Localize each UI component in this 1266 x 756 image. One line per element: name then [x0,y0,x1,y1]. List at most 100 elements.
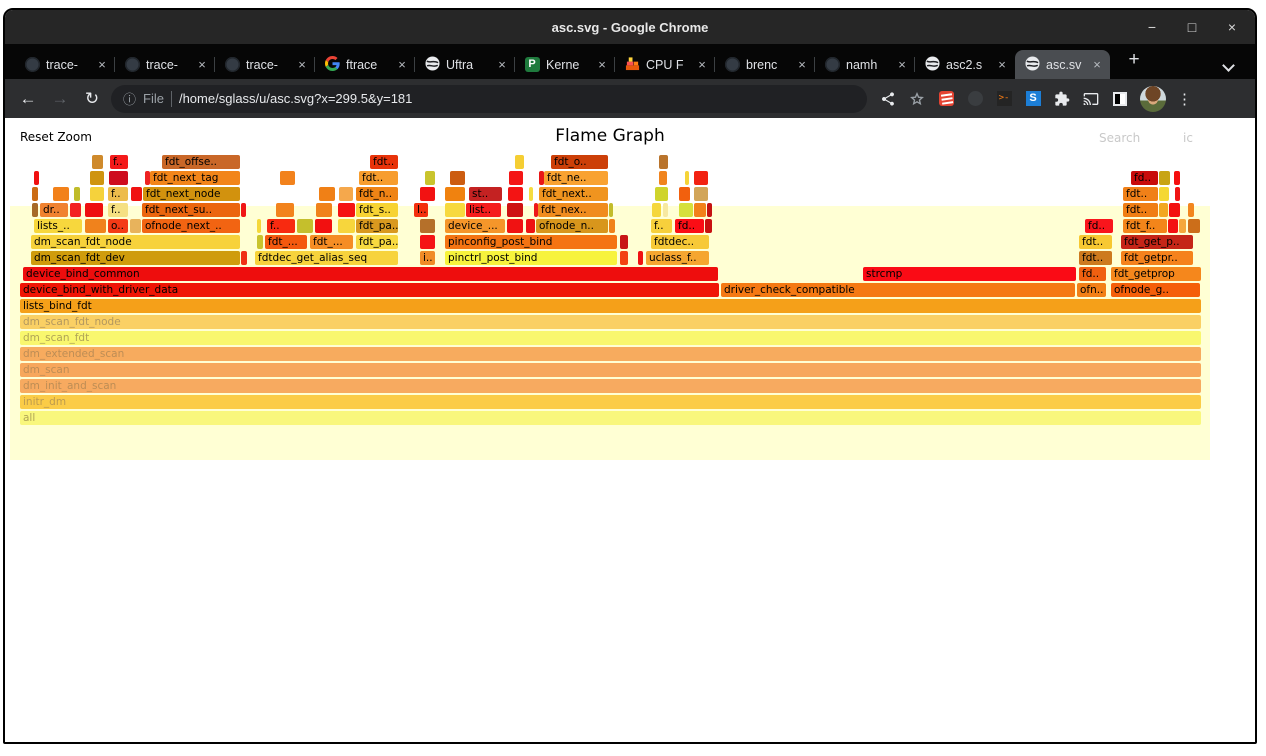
frame-box[interactable] [92,155,103,169]
frame-ofn[interactable]: ofn.. [1077,283,1106,297]
frame-fdt_get_p[interactable]: fdt_get_p.. [1121,235,1193,249]
frame-fdt_[interactable]: fdt_... [265,235,307,249]
frame-f[interactable]: f.. [108,203,128,217]
frame-box[interactable] [507,203,523,217]
frame-box[interactable] [1159,171,1170,185]
frame-fdtdec[interactable]: fdtdec.. [651,235,709,249]
frame-box[interactable] [319,187,335,201]
frame-box[interactable] [420,187,435,201]
frame-fdtdec_get_alias_seq[interactable]: fdtdec_get_alias_seq [255,251,398,265]
frame-pinconfig_post_bind[interactable]: pinconfig_post_bind [445,235,617,249]
frame-list[interactable]: list.. [466,203,501,217]
close-button[interactable]: × [1227,19,1237,35]
frame-ofnode_next_[interactable]: ofnode_next_.. [142,219,240,233]
frame-box[interactable] [257,235,263,249]
forward-button[interactable]: → [51,88,69,108]
frame-box[interactable] [241,251,247,265]
tab-trace-[interactable]: trace- × [114,50,215,79]
frame-box[interactable] [1179,219,1186,233]
frame-box[interactable] [90,171,104,185]
tab-brenc[interactable]: brenc × [714,50,815,79]
frame-dr[interactable]: dr.. [40,203,68,217]
contrast-extension-icon[interactable] [1111,90,1129,108]
frame-box[interactable] [707,203,712,217]
frame-box[interactable] [1159,187,1169,201]
frame-box[interactable] [1159,203,1168,217]
frame-box[interactable] [297,219,313,233]
frame-fdt[interactable]: fdt.. [1123,187,1158,201]
frame-box[interactable] [338,219,355,233]
frame-fdt[interactable]: fdt.. [1123,203,1158,217]
frame-box[interactable] [70,203,81,217]
tab-close-icon[interactable]: × [798,57,806,72]
frame-box[interactable] [53,187,69,201]
tab-overflow-chevron-icon[interactable] [1224,61,1233,70]
frame-fdt_s[interactable]: fdt_s.. [356,203,398,217]
frame-box[interactable] [90,187,104,201]
frame-box[interactable] [609,203,613,217]
frame-box[interactable] [655,187,668,201]
frame-fdt[interactable]: fdt.. [359,171,398,185]
todoist-extension-icon[interactable] [937,90,955,108]
address-bar[interactable]: ⓘ File /home/sglass/u/asc.svg?x=299.5&y=… [111,84,867,113]
frame-fd[interactable]: fd.. [1131,171,1158,185]
frame-uclass_f[interactable]: uclass_f.. [646,251,709,265]
frame-box[interactable] [34,171,39,185]
tab-close-icon[interactable]: × [198,57,206,72]
cast-icon[interactable] [1082,90,1100,108]
frame-box[interactable] [705,219,712,233]
tab-asc2-s[interactable]: asc2.s × [914,50,1015,79]
frame-lists_[interactable]: lists_.. [34,219,82,233]
frame-box[interactable] [1174,171,1180,185]
frame-box[interactable] [1188,203,1194,217]
frame-fdt_getpr[interactable]: fdt_getpr.. [1121,251,1193,265]
frame-box[interactable] [32,187,38,201]
frame-box[interactable] [130,219,141,233]
frame-box[interactable] [529,187,533,201]
frame-box[interactable] [1175,187,1180,201]
title-bar[interactable]: asc.svg - Google Chrome − □ × [5,10,1255,44]
frame-box[interactable] [508,187,523,201]
tab-close-icon[interactable]: × [498,57,506,72]
frame-box[interactable] [131,187,142,201]
frame-fdt_o[interactable]: fdt_o.. [551,155,608,169]
frame-f[interactable]: f.. [108,187,128,201]
frame-box[interactable] [339,187,353,201]
frame-box[interactable] [659,171,667,185]
frame-box[interactable] [620,251,628,265]
frame-box[interactable] [685,171,689,185]
tab-trace-[interactable]: trace- × [214,50,315,79]
frame-box[interactable] [679,187,690,201]
tab-close-icon[interactable]: × [398,57,406,72]
frame-box[interactable] [652,203,661,217]
frame-box[interactable] [1188,219,1200,233]
tab-close-icon[interactable]: × [1093,57,1101,72]
frame-fdt[interactable]: fdt.. [1079,251,1112,265]
back-button[interactable]: ← [19,88,37,108]
frame-box[interactable] [526,219,535,233]
frame-dm_scan_fdt_node[interactable]: dm_scan_fdt_node [20,315,1201,329]
frame-fdt_pa[interactable]: fdt_pa.. [356,235,398,249]
frame-box[interactable] [109,171,128,185]
s-extension-icon[interactable]: S [1024,90,1042,108]
frame-box[interactable] [1169,203,1180,217]
frame-box[interactable] [620,235,628,249]
frame-ofnode_n[interactable]: ofnode_n.. [536,219,608,233]
tab-close-icon[interactable]: × [898,57,906,72]
frame-initr_dm[interactable]: initr_dm [20,395,1201,409]
frame-box[interactable] [694,187,708,201]
url-text[interactable]: /home/sglass/u/asc.svg?x=299.5&y=181 [178,91,413,106]
frame-fdt_next_node[interactable]: fdt_next_node [143,187,240,201]
share-icon[interactable] [879,90,897,108]
frame-l[interactable]: l.. [414,203,428,217]
frame-fdt_pa[interactable]: fdt_pa.. [356,219,398,233]
frame-box[interactable] [280,171,295,185]
frame-fdt[interactable]: fdt.. [370,155,398,169]
frame-box[interactable] [145,171,150,185]
frame-box[interactable] [694,203,706,217]
frame-o[interactable]: o.. [108,219,128,233]
frame-box[interactable] [338,203,355,217]
frame-box[interactable] [241,203,246,217]
frame-box[interactable] [257,219,261,233]
frame-box[interactable] [450,171,465,185]
